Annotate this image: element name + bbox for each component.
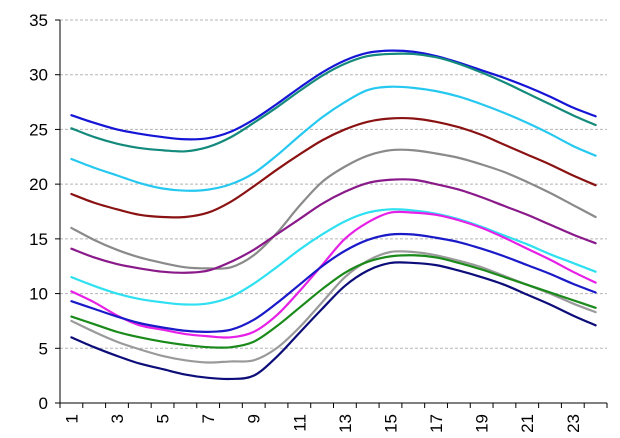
x-tick-label: 9 bbox=[245, 414, 264, 423]
y-tick-label: 0 bbox=[39, 394, 48, 413]
series-line-7 bbox=[70, 208, 597, 306]
x-tick-label: 7 bbox=[199, 414, 218, 423]
x-tick-label: 15 bbox=[381, 414, 400, 433]
series-line-2 bbox=[70, 52, 597, 153]
x-tick-label: 5 bbox=[154, 414, 173, 423]
series-line-3 bbox=[70, 85, 597, 192]
x-tick-label: 1 bbox=[62, 414, 81, 423]
x-tick-label: 19 bbox=[473, 414, 492, 433]
y-tick-label: 35 bbox=[29, 11, 48, 30]
series-line-4 bbox=[70, 116, 597, 219]
y-tick-label: 5 bbox=[39, 339, 48, 358]
y-tick-label: 25 bbox=[29, 120, 48, 139]
x-tick-label: 23 bbox=[564, 414, 583, 433]
series-line-8 bbox=[70, 210, 597, 339]
y-tick-label: 10 bbox=[29, 285, 48, 304]
y-tick-label: 15 bbox=[29, 230, 48, 249]
series-line-9 bbox=[70, 232, 597, 334]
series-line-10 bbox=[70, 250, 597, 364]
series-line-5 bbox=[70, 148, 597, 270]
x-axis: 1 3 5 7 9 11 13 15 17 19 21 23 bbox=[59, 402, 608, 433]
y-axis: 0 5 10 15 20 25 30 35 bbox=[29, 11, 61, 413]
x-tick-label: 13 bbox=[336, 414, 355, 433]
series-line-6 bbox=[70, 178, 597, 274]
x-tick-label: 21 bbox=[518, 414, 537, 433]
series-line-12 bbox=[70, 261, 597, 381]
series-line-11 bbox=[70, 254, 597, 349]
series-line-1 bbox=[70, 49, 597, 141]
y-tick-label: 20 bbox=[29, 175, 48, 194]
x-tick-label: 3 bbox=[108, 414, 127, 423]
y-tick-label: 30 bbox=[29, 66, 48, 85]
x-tick-label: 11 bbox=[290, 414, 309, 432]
series-lines bbox=[70, 49, 597, 381]
x-tick-label: 17 bbox=[427, 414, 446, 433]
